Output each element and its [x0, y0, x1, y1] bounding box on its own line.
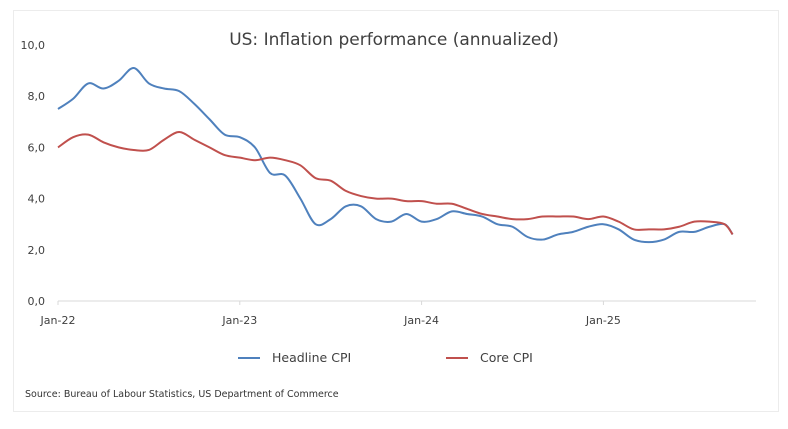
x-tick-label: Jan-23 — [221, 314, 257, 327]
y-tick-label: 2,0 — [28, 244, 46, 257]
x-tick-label: Jan-24 — [403, 314, 439, 327]
y-tick-label: 4,0 — [28, 193, 46, 206]
y-axis: 0,0 2,0 4,0 6,0 8,0 10,0 — [21, 39, 46, 308]
y-tick-label: 0,0 — [28, 295, 46, 308]
x-tick-label: Jan-25 — [585, 314, 621, 327]
y-tick-label: 8,0 — [28, 90, 46, 103]
source-note: Source: Bureau of Labour Statistics, US … — [25, 389, 339, 400]
series-line-core-cpi — [57, 131, 734, 236]
legend-label-core-cpi: Core CPI — [480, 350, 533, 365]
y-tick-label: 6,0 — [28, 141, 46, 154]
legend-label-headline-cpi: Headline CPI — [272, 350, 352, 365]
legend-item-headline-cpi: Headline CPI — [238, 350, 351, 365]
series-line-headline-cpi — [57, 67, 734, 244]
legend-swatch-core-cpi — [446, 356, 468, 359]
series-lines — [57, 67, 734, 244]
chart-title: US: Inflation performance (annualized) — [229, 30, 559, 50]
x-tick-label: Jan-22 — [40, 314, 76, 327]
legend-item-core-cpi: Core CPI — [446, 350, 533, 365]
y-tick-label: 10,0 — [21, 39, 46, 52]
legend-swatch-headline-cpi — [238, 356, 260, 359]
x-axis: Jan-22 Jan-23 Jan-24 Jan-25 — [40, 300, 756, 327]
legend: Headline CPI Core CPI — [0, 350, 788, 370]
chart-frame — [13, 10, 779, 412]
